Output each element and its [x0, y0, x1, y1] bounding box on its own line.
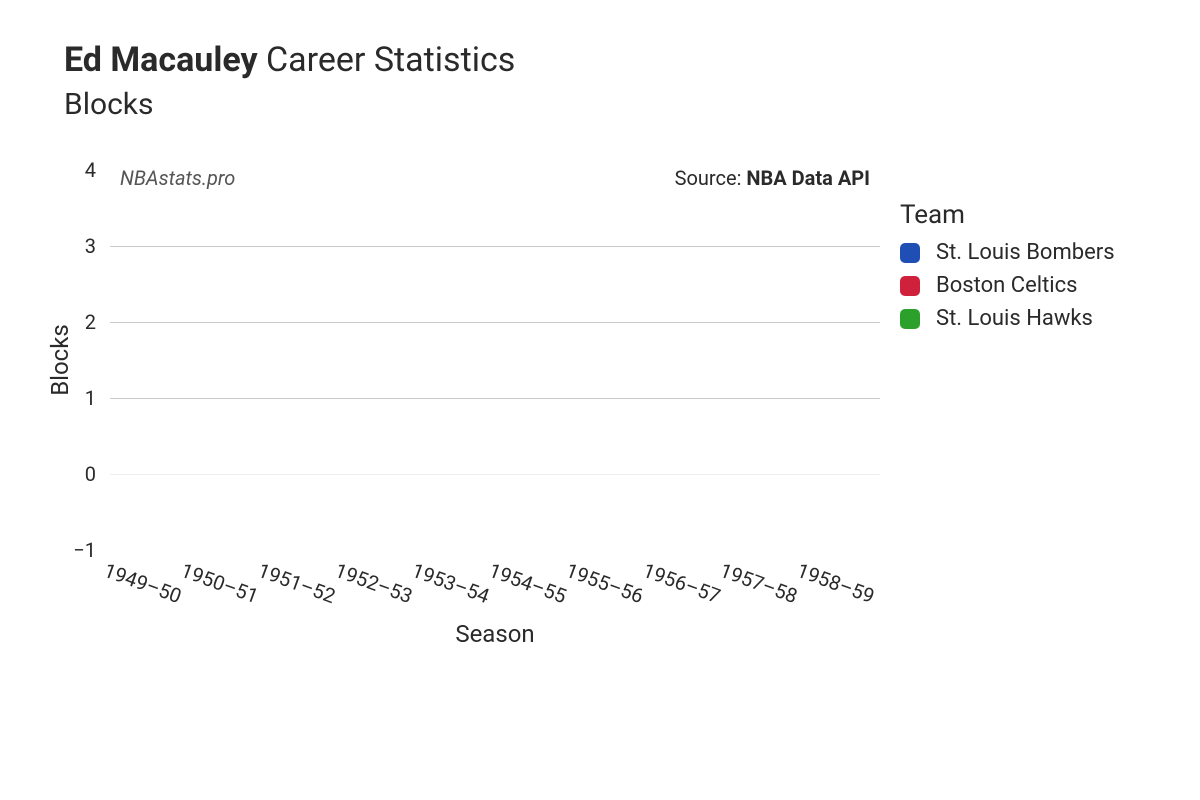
chart-title-block: Ed Macauley Career Statistics Blocks	[64, 40, 515, 122]
chart-subtitle: Blocks	[64, 87, 515, 122]
y-tick-label: 3	[85, 234, 96, 258]
x-axis-label: Season	[455, 620, 534, 648]
x-tick-label: 1953–54	[408, 558, 492, 608]
x-tick-label: 1951–52	[254, 558, 338, 608]
legend-title: Team	[900, 200, 1115, 230]
x-tick-label: 1950–51	[177, 558, 261, 608]
source-attribution: Source: NBA Data API	[675, 166, 870, 190]
y-axis-label: Blocks	[46, 324, 74, 396]
x-tick-label: 1949–50	[100, 558, 184, 608]
x-tick-label: 1955–56	[562, 558, 646, 608]
y-tick-label: −1	[73, 538, 96, 562]
legend: Team St. Louis Bombers Boston Celtics St. …	[900, 200, 1115, 339]
x-tick-label: 1954–55	[485, 558, 569, 608]
gridline	[110, 398, 880, 399]
y-tick-label: 2	[85, 310, 96, 334]
legend-swatch	[900, 276, 920, 296]
source-value: NBA Data API	[746, 166, 870, 190]
legend-item: Boston Celtics	[900, 273, 1115, 298]
y-tick-label: 4	[85, 158, 96, 182]
x-tick-label: 1957–58	[716, 558, 800, 608]
watermark-text: NBAstats.pro	[120, 166, 235, 190]
plot-area: NBAstats.pro Source: NBA Data API Blocks…	[110, 170, 880, 550]
legend-item: St. Louis Bombers	[900, 240, 1115, 265]
legend-item: St. Louis Hawks	[900, 306, 1115, 331]
legend-label: St. Louis Bombers	[936, 240, 1115, 265]
x-tick-label: 1952–53	[331, 558, 415, 608]
gridline	[110, 246, 880, 247]
legend-swatch	[900, 309, 920, 329]
source-label: Source:	[675, 166, 747, 190]
gridline	[110, 474, 880, 475]
gridline	[110, 322, 880, 323]
y-tick-label: 0	[85, 462, 96, 486]
player-name: Ed Macauley	[64, 40, 258, 80]
legend-label: St. Louis Hawks	[936, 306, 1093, 331]
x-tick-label: 1956–57	[639, 558, 723, 608]
legend-label: Boston Celtics	[936, 273, 1078, 298]
title-suffix: Career Statistics	[266, 40, 515, 80]
chart-title: Ed Macauley Career Statistics	[64, 40, 515, 81]
x-tick-label: 1958–59	[793, 558, 877, 608]
legend-swatch	[900, 243, 920, 263]
y-tick-label: 1	[85, 386, 96, 410]
